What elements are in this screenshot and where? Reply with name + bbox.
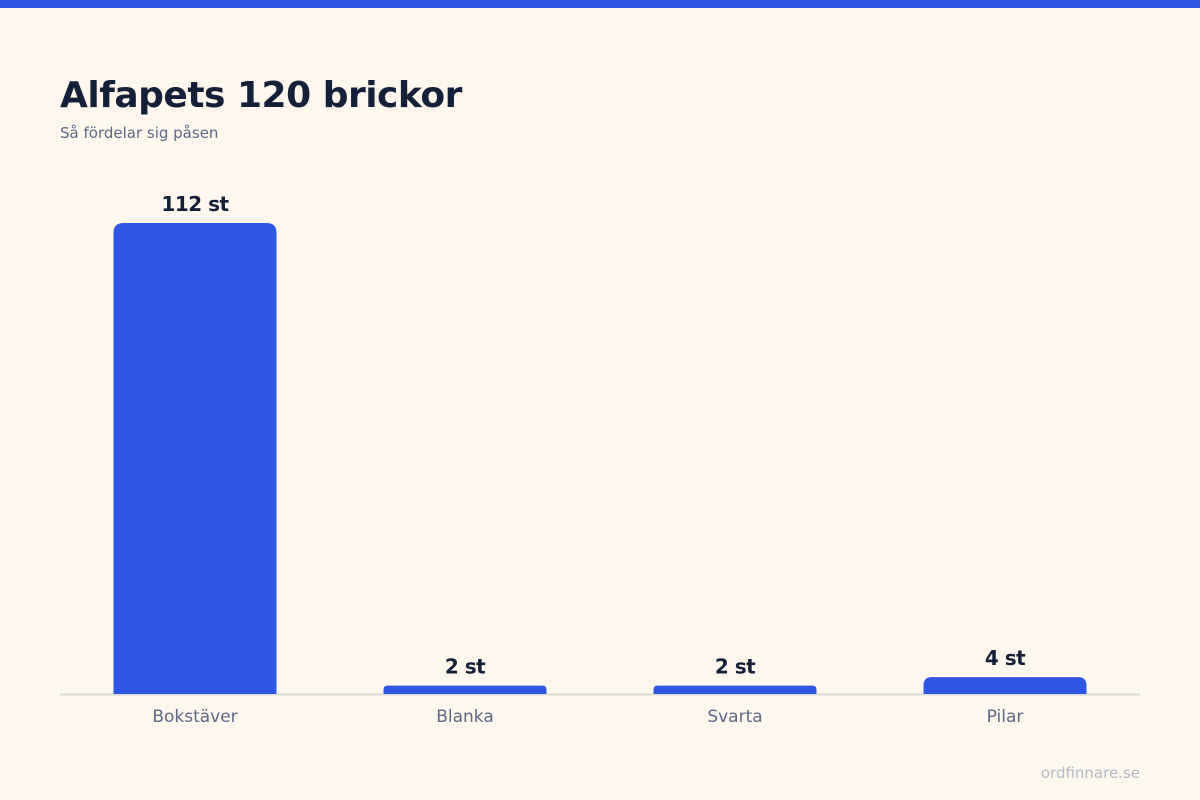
- category-labels-group: Bokstäver Blanka Svarta Pilar: [152, 707, 1023, 727]
- top-accent-bar: [0, 0, 1200, 8]
- category-label-bokstaver: Bokstäver: [152, 707, 237, 727]
- bar-pilar: [923, 677, 1087, 694]
- chart-subtitle: Så fördelar sig påsen: [60, 124, 219, 142]
- bar-blanka: [383, 685, 547, 694]
- value-label-blanka: 2 st: [445, 655, 486, 679]
- source-credit: ordfinnare.se: [1040, 764, 1140, 782]
- bars-group: [113, 223, 1087, 694]
- value-label-svarta: 2 st: [715, 655, 756, 679]
- category-label-pilar: Pilar: [987, 707, 1024, 727]
- category-label-svarta: Svarta: [707, 707, 762, 727]
- bar-svarta: [653, 685, 817, 694]
- value-label-pilar: 4 st: [985, 646, 1026, 670]
- bar-bokstaver: [113, 223, 277, 694]
- value-labels-group: 112 st 2 st 2 st 4 st: [161, 192, 1026, 679]
- chart-title: Alfapets 120 brickor: [60, 75, 462, 116]
- category-label-blanka: Blanka: [436, 707, 494, 727]
- value-label-bokstaver: 112 st: [161, 192, 229, 216]
